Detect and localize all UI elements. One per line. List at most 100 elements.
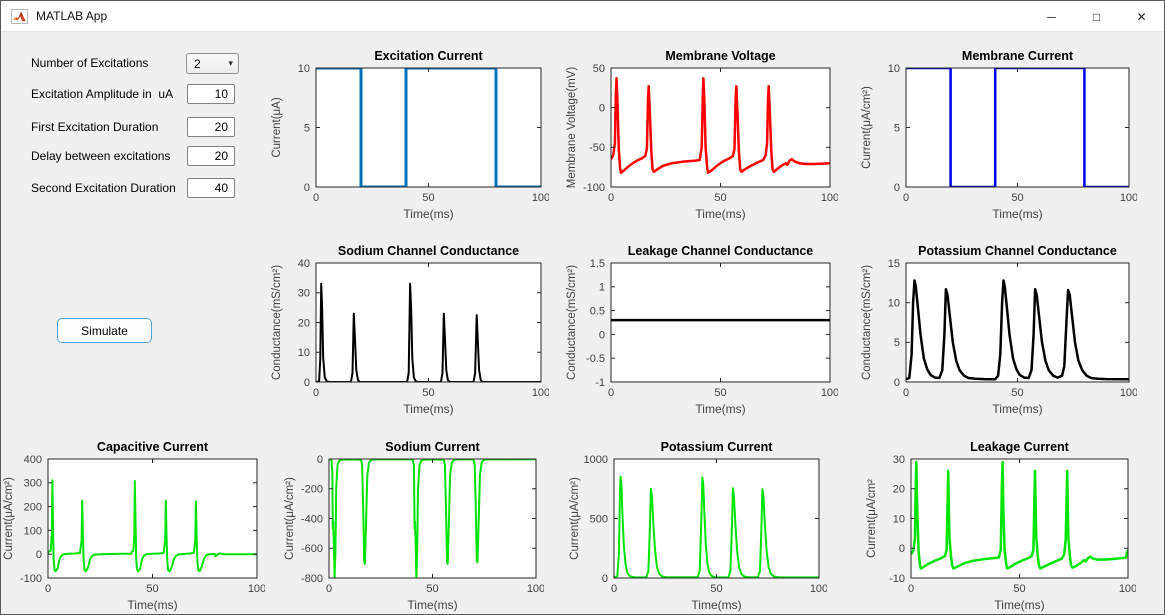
svg-text:Conductance(mS/cm²): Conductance(mS/cm²) <box>861 265 873 380</box>
svg-text:0: 0 <box>602 573 608 585</box>
chart-sodium-channel-conductance: 0 50 100 0 10 20 30 40 Sodium Channel Conductanc… <box>271 241 550 418</box>
svg-text:5: 5 <box>304 122 310 134</box>
svg-text:50: 50 <box>1011 387 1023 399</box>
svg-text:300: 300 <box>24 478 42 490</box>
svg-text:0: 0 <box>313 192 319 204</box>
svg-text:0: 0 <box>36 549 42 561</box>
chart-membrane-current: 0 50 100 0 5 10 Membrane Current Time(ms) Curren… <box>861 46 1138 223</box>
svg-text:Excitation Current: Excitation Current <box>374 49 483 63</box>
svg-text:50: 50 <box>714 387 726 399</box>
svg-text:15: 15 <box>888 258 900 270</box>
svg-text:10: 10 <box>298 347 310 359</box>
svg-text:50: 50 <box>426 583 438 595</box>
svg-text:0: 0 <box>304 182 310 194</box>
svg-text:Sodium Current: Sodium Current <box>385 440 480 454</box>
svg-text:0: 0 <box>903 192 909 204</box>
svg-text:Current(μA/cm²): Current(μA/cm²) <box>569 477 581 560</box>
svg-text:-100: -100 <box>583 182 605 194</box>
delay-field[interactable] <box>187 146 235 166</box>
svg-text:50: 50 <box>146 583 158 595</box>
chart-sodium-current: 0 50 100 -800 -600 -400 -200 0 Sodium Current Tim… <box>284 437 545 614</box>
svg-text:-10: -10 <box>889 573 905 585</box>
svg-text:Current(μA): Current(μA) <box>271 97 283 157</box>
svg-text:Time(ms): Time(ms) <box>403 207 453 221</box>
svg-text:Time(ms): Time(ms) <box>127 598 177 612</box>
svg-text:50: 50 <box>710 583 722 595</box>
svg-text:Sodium Channel Conductance: Sodium Channel Conductance <box>338 244 519 258</box>
simulate-button[interactable]: Simulate <box>57 318 152 343</box>
chevron-down-icon: ▾ <box>228 58 233 68</box>
window-title: MATLAB App <box>36 9 108 23</box>
chart-leakage-channel-conductance: 0 50 100 -1 -0.5 0 0.5 1 1.5 Leakage Channel Cond… <box>566 241 839 418</box>
svg-text:100: 100 <box>821 387 838 399</box>
amplitude-field[interactable] <box>187 84 235 104</box>
svg-text:400: 400 <box>24 454 42 466</box>
num-excitations-dropdown[interactable]: 2 ▾ <box>186 53 239 74</box>
chart-potassium-current: 0 50 100 0 500 1000 Potassium Current Time(ms) C… <box>569 437 828 614</box>
close-button[interactable]: ✕ <box>1136 9 1147 24</box>
svg-text:0: 0 <box>894 377 900 389</box>
svg-text:100: 100 <box>248 583 265 595</box>
svg-text:Conductance(mS/cm²): Conductance(mS/cm²) <box>271 265 283 380</box>
svg-text:100: 100 <box>527 583 544 595</box>
minimize-button[interactable]: ─ <box>1047 9 1056 24</box>
svg-text:100: 100 <box>1120 192 1137 204</box>
svg-text:0: 0 <box>608 192 614 204</box>
svg-text:Leakage Current: Leakage Current <box>970 440 1069 454</box>
svg-text:1: 1 <box>599 282 605 294</box>
amplitude-label: Excitation Amplitude in uA <box>31 87 174 101</box>
svg-text:Time(ms): Time(ms) <box>992 402 1042 416</box>
svg-text:Potassium Current: Potassium Current <box>661 440 774 454</box>
svg-text:200: 200 <box>24 501 42 513</box>
svg-text:Conductance(mS/cm²): Conductance(mS/cm²) <box>566 265 578 380</box>
svg-text:-200: -200 <box>301 484 323 496</box>
svg-text:50: 50 <box>422 192 434 204</box>
svg-text:-600: -600 <box>301 543 323 555</box>
svg-text:0: 0 <box>326 583 332 595</box>
num-excitations-label: Number of Excitations <box>31 56 149 70</box>
svg-text:100: 100 <box>821 192 838 204</box>
svg-text:5: 5 <box>894 337 900 349</box>
svg-text:Time(ms): Time(ms) <box>403 402 453 416</box>
svg-text:50: 50 <box>422 387 434 399</box>
svg-text:500: 500 <box>590 513 608 525</box>
svg-text:0.5: 0.5 <box>590 305 605 317</box>
svg-text:50: 50 <box>714 192 726 204</box>
svg-text:0: 0 <box>45 583 51 595</box>
svg-text:100: 100 <box>532 387 549 399</box>
svg-text:Time(ms): Time(ms) <box>691 598 741 612</box>
svg-text:Current(μA/cm²): Current(μA/cm²) <box>3 477 15 560</box>
delay-label: Delay between excitations <box>31 149 171 163</box>
svg-text:10: 10 <box>893 513 905 525</box>
svg-text:Current(μA/cm²): Current(μA/cm²) <box>861 86 873 169</box>
svg-text:Time(ms): Time(ms) <box>992 207 1042 221</box>
svg-text:5: 5 <box>894 122 900 134</box>
svg-text:0: 0 <box>908 583 914 595</box>
svg-text:100: 100 <box>1119 583 1136 595</box>
svg-text:20: 20 <box>298 317 310 329</box>
svg-text:20: 20 <box>893 484 905 496</box>
svg-text:Potassium Channel Conductance: Potassium Channel Conductance <box>918 244 1117 258</box>
maximize-button[interactable]: □ <box>1092 9 1101 24</box>
svg-text:10: 10 <box>888 298 900 310</box>
chart-capacitive-current: 0 50 100 -100 0 100 200 300 400 Capacitive Curren… <box>3 437 266 614</box>
svg-text:Time(ms): Time(ms) <box>695 207 745 221</box>
svg-text:0: 0 <box>611 583 617 595</box>
svg-text:0: 0 <box>894 182 900 194</box>
svg-text:0: 0 <box>317 454 323 466</box>
svg-text:0: 0 <box>899 543 905 555</box>
svg-text:10: 10 <box>298 63 310 75</box>
svg-text:Time(ms): Time(ms) <box>695 402 745 416</box>
title-bar: MATLAB App ─ □ ✕ <box>1 1 1164 32</box>
svg-text:0: 0 <box>599 329 605 341</box>
svg-text:-0.5: -0.5 <box>586 353 605 365</box>
svg-text:40: 40 <box>298 258 310 270</box>
first-duration-field[interactable] <box>187 117 235 137</box>
svg-text:50: 50 <box>1011 192 1023 204</box>
svg-text:0: 0 <box>304 377 310 389</box>
chart-potassium-channel-conductance: 0 50 100 0 5 10 15 Potassium Channel Conductanc… <box>861 241 1138 418</box>
second-duration-field[interactable] <box>187 178 235 198</box>
svg-text:-400: -400 <box>301 513 323 525</box>
svg-text:-100: -100 <box>20 573 42 585</box>
